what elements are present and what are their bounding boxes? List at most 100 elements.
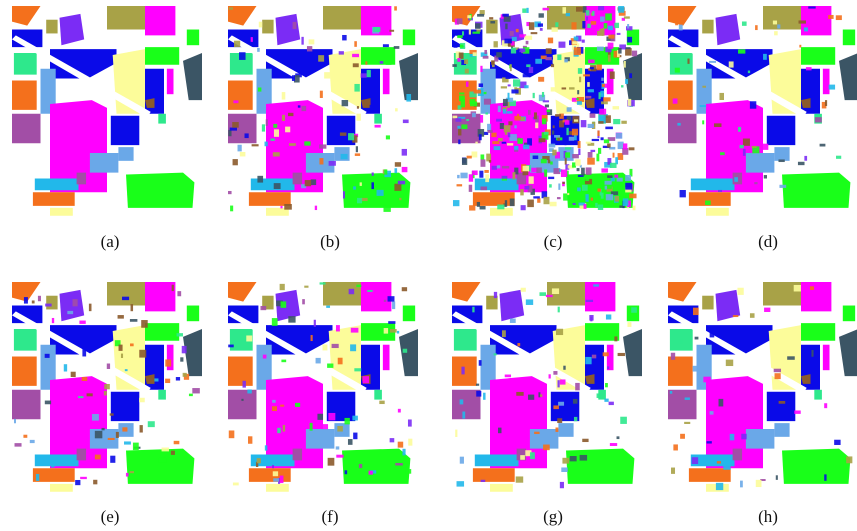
misclassified-pixels [319, 158, 324, 165]
misclassified-pixels [591, 138, 600, 142]
road [12, 311, 151, 394]
misclassified-pixels [565, 147, 572, 150]
misclassified-pixels [808, 6, 816, 9]
region [374, 113, 382, 124]
misclassified-pixels [805, 67, 812, 71]
misclassified-pixels [729, 433, 735, 441]
misclassified-pixels [775, 475, 778, 480]
misclassified-pixels [623, 60, 626, 68]
misclassified-pixels [233, 100, 239, 104]
misclassified-pixels [616, 177, 623, 182]
region [118, 147, 134, 161]
misclassified-pixels [579, 203, 587, 210]
misclassified-pixels [277, 477, 281, 484]
misclassified-pixels [265, 119, 268, 126]
region [183, 53, 203, 101]
region [186, 29, 200, 46]
misclassified-pixels [671, 467, 676, 474]
misclassified-pixels [546, 109, 553, 116]
misclassified-pixels [342, 191, 345, 199]
misclassified-pixels [625, 47, 631, 50]
misclassified-pixels [171, 284, 174, 292]
misclassified-pixels [672, 98, 678, 104]
region [186, 305, 200, 322]
misclassified-pixels [562, 181, 565, 184]
misclassified-pixels [575, 35, 582, 42]
misclassified-pixels [395, 108, 398, 112]
misclassified-pixels [478, 83, 484, 88]
misclassified-pixels [528, 22, 535, 30]
misclassified-pixels [562, 345, 569, 350]
misclassified-pixels [576, 96, 585, 102]
misclassified-pixels [764, 307, 771, 312]
misclassified-pixels [271, 406, 278, 412]
misclassified-pixels [583, 74, 590, 77]
misclassified-pixels [610, 177, 615, 182]
misclassified-pixels [507, 84, 511, 87]
misclassified-pixels [527, 185, 533, 193]
misclassified-pixels [564, 120, 570, 125]
misclassified-pixels [365, 61, 368, 65]
misclassified-pixels [272, 152, 280, 157]
misclassified-pixels [366, 69, 371, 78]
region [801, 323, 836, 341]
misclassified-pixels [86, 393, 93, 397]
region [490, 483, 513, 492]
misclassified-pixels [471, 151, 478, 158]
misclassified-pixels [609, 71, 615, 79]
misclassified-pixels [513, 79, 521, 87]
misclassified-pixels [469, 53, 476, 57]
misclassified-pixels [237, 6, 245, 14]
misclassified-pixels [122, 296, 130, 301]
misclassified-pixels [500, 86, 508, 89]
misclassified-pixels [327, 363, 334, 368]
misclassified-pixels [520, 287, 526, 292]
misclassified-pixels [234, 33, 238, 36]
region [34, 178, 79, 191]
misclassified-pixels [614, 196, 620, 202]
misclassified-pixels [627, 36, 633, 43]
misclassified-pixels [522, 47, 530, 54]
misclassified-pixels [547, 159, 551, 164]
misclassified-pixels [532, 92, 535, 99]
misclassified-pixels [577, 174, 584, 177]
misclassified-pixels [580, 120, 587, 128]
misclassified-pixels [602, 145, 610, 149]
misclassified-pixels [469, 91, 477, 98]
misclassified-pixels [485, 174, 490, 183]
misclassified-pixels [609, 146, 616, 150]
region [774, 147, 790, 161]
misclassified-pixels [328, 412, 336, 421]
misclassified-pixels [458, 128, 462, 136]
misclassified-pixels [497, 105, 501, 113]
misclassified-pixels [828, 14, 834, 19]
misclassified-pixels [104, 383, 110, 390]
misclassified-pixels [615, 132, 623, 139]
misclassified-pixels [834, 439, 841, 445]
misclassified-pixels [301, 105, 307, 112]
misclassified-pixels [501, 330, 506, 338]
misclassified-pixels [455, 51, 461, 60]
misclassified-pixels [362, 376, 370, 384]
misclassified-pixels [80, 476, 87, 480]
misclassified-pixels [551, 288, 560, 295]
misclassified-pixels [803, 27, 808, 32]
misclassified-pixels [623, 143, 628, 150]
region [50, 483, 73, 492]
misclassified-pixels [94, 430, 103, 439]
misclassified-pixels [629, 193, 637, 199]
misclassified-pixels [237, 144, 242, 152]
misclassified-pixels [628, 147, 635, 151]
misclassified-pixels [478, 360, 482, 366]
misclassified-pixels [534, 431, 540, 435]
misclassified-pixels [585, 299, 594, 302]
region [585, 282, 616, 312]
misclassified-pixels [309, 422, 313, 431]
region [668, 389, 697, 420]
misclassified-pixels [496, 165, 501, 169]
region [452, 389, 481, 420]
misclassified-pixels [328, 160, 336, 166]
misclassified-pixels [541, 191, 548, 199]
misclassified-pixels [610, 191, 619, 196]
misclassified-pixels [551, 27, 558, 32]
